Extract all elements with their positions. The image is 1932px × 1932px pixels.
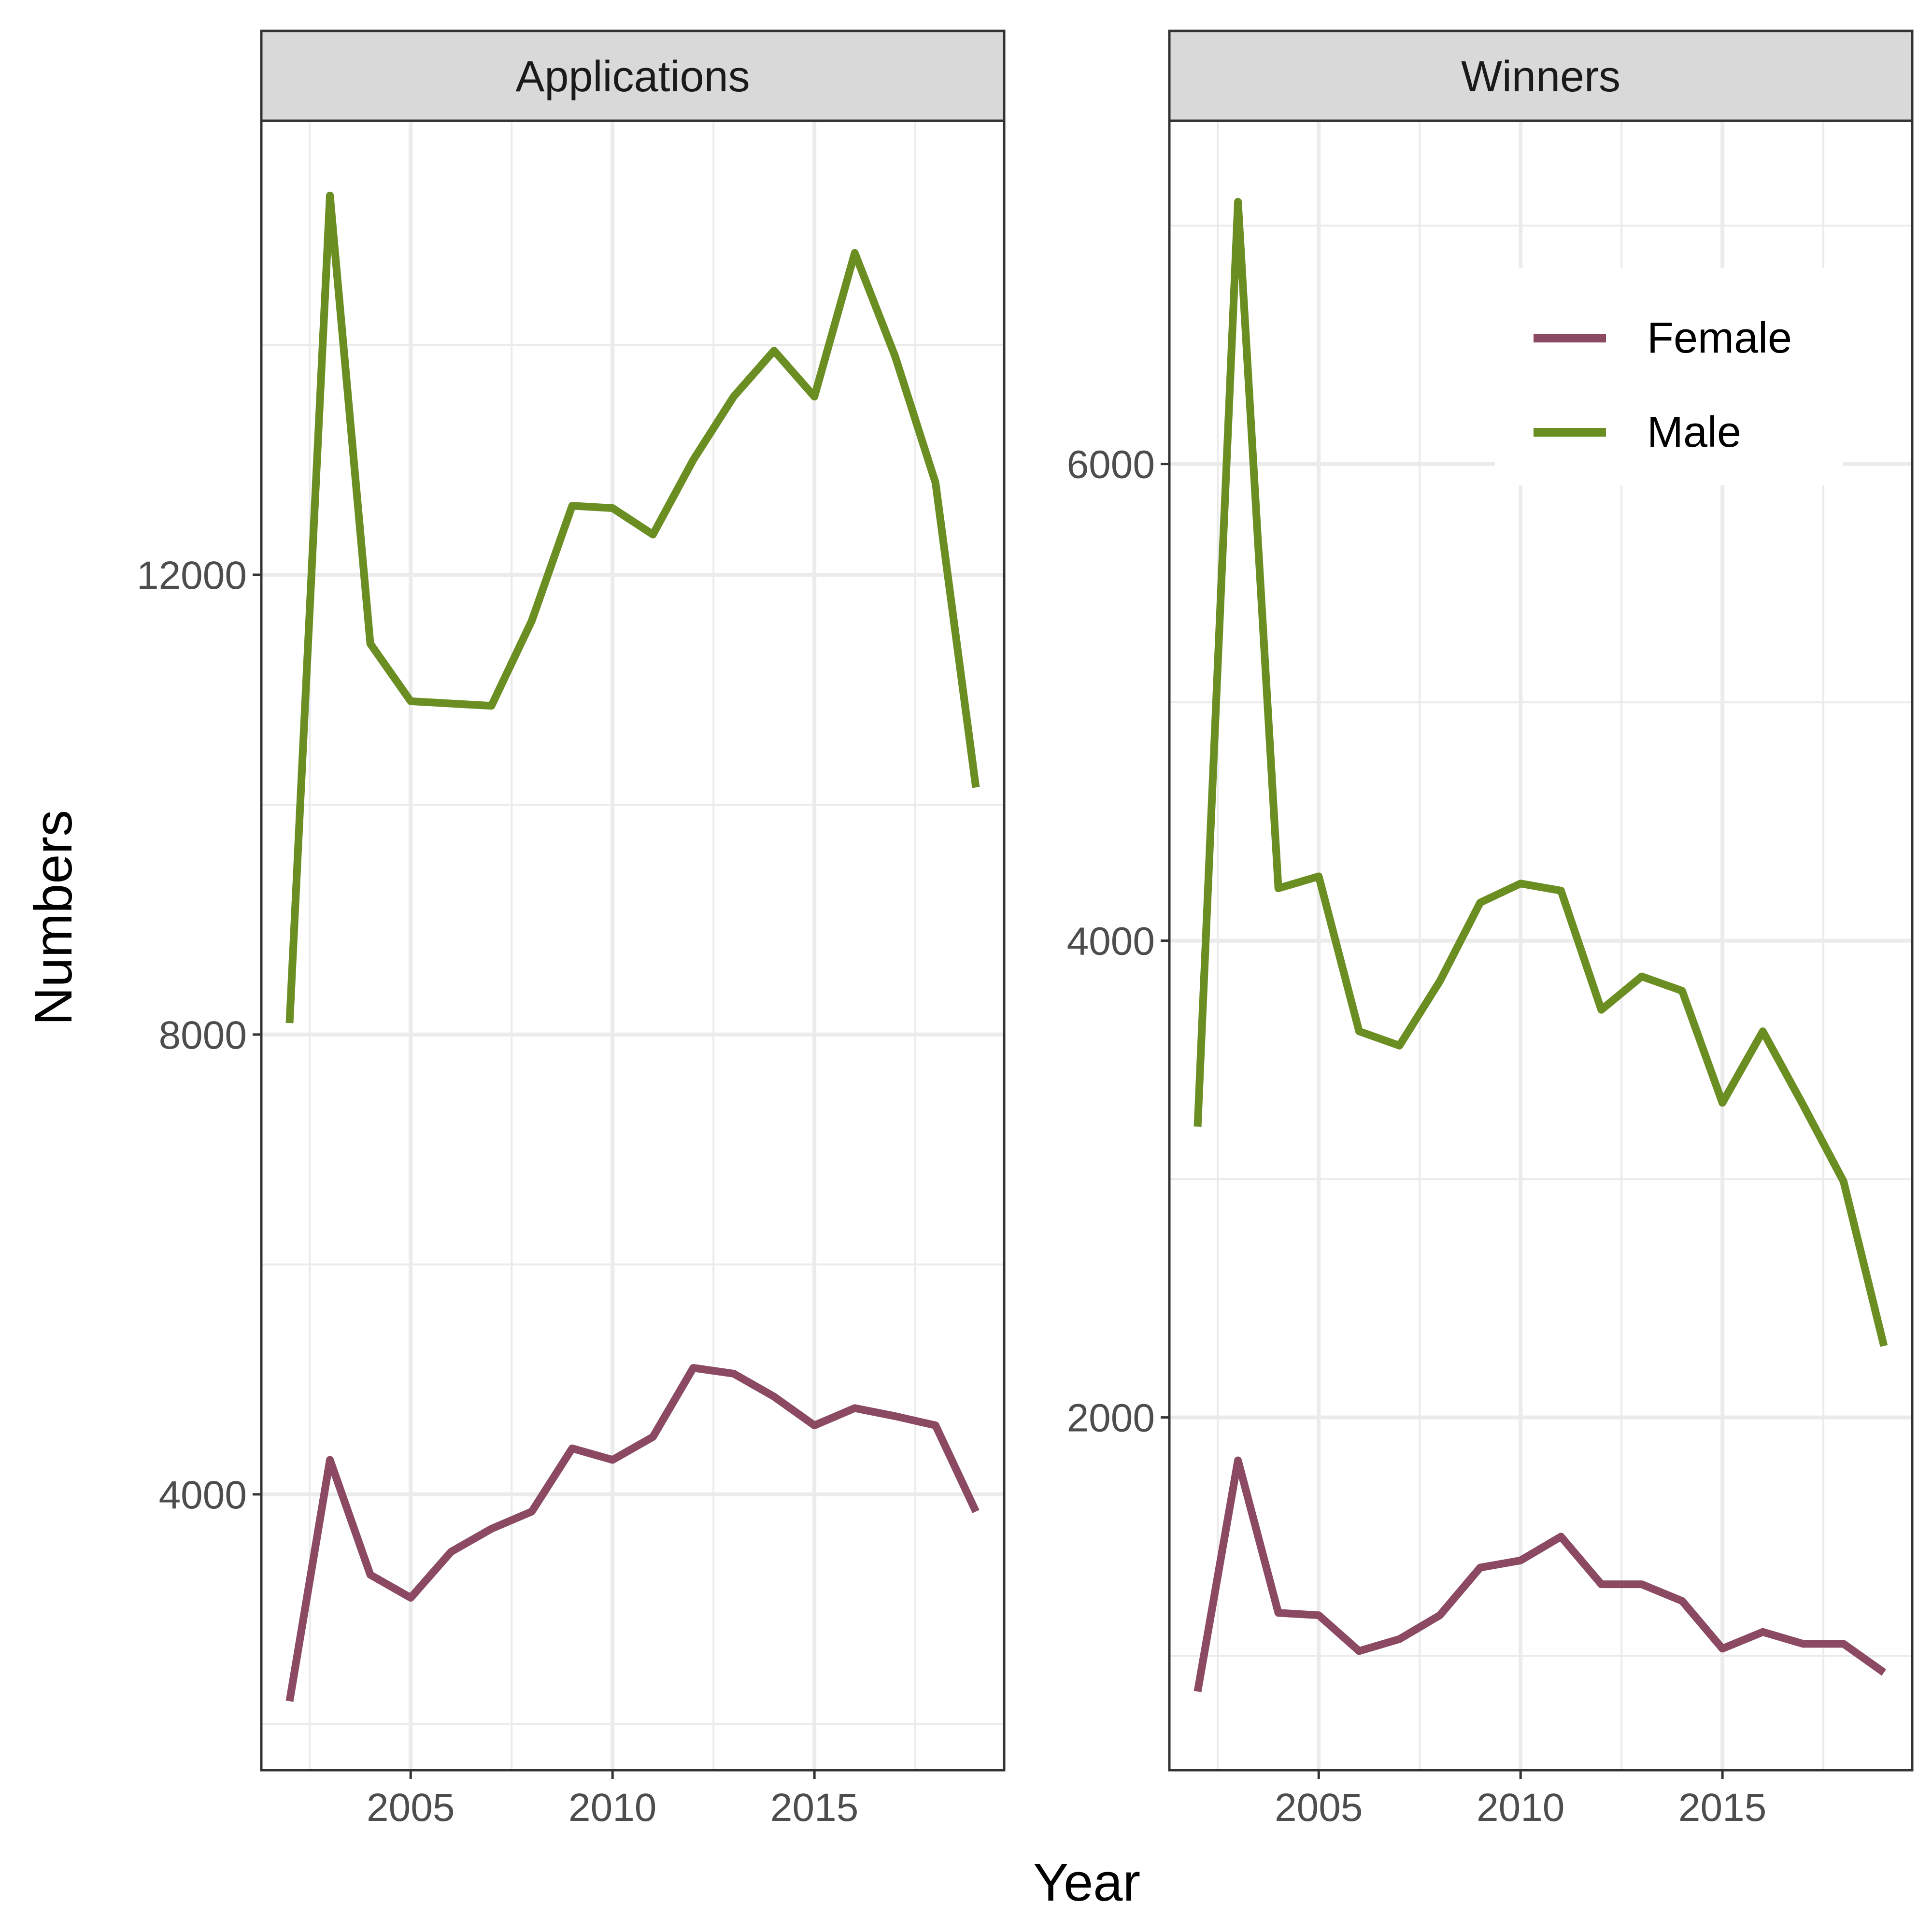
- panel-border: [260, 119, 1006, 1772]
- series-line-male: [285, 191, 980, 1023]
- series-line-female: [1193, 1456, 1887, 1692]
- x-tick-label: 2010: [1477, 1786, 1564, 1830]
- panel-winners: Winners 2000 4000 6000 2005 2010 2015: [1067, 29, 1914, 1830]
- facet-strip-label: Applications: [515, 53, 750, 101]
- x-tick-label: 2005: [1275, 1786, 1363, 1830]
- y-tick-label: 4000: [159, 1473, 247, 1517]
- x-tick-label: 2015: [770, 1786, 858, 1830]
- facet-strip: [260, 29, 1006, 122]
- facet-strip-label: Winners: [1461, 53, 1620, 101]
- y-tick-label: 12000: [137, 554, 247, 597]
- y-axis-title: Numbers: [24, 810, 83, 1025]
- y-tick-label: 8000: [159, 1013, 247, 1057]
- x-axis-title: Year: [1033, 1853, 1140, 1912]
- legend: Female Male: [1495, 268, 1843, 485]
- series-line-male: [1193, 198, 1888, 1347]
- facet-strip: [1168, 29, 1914, 122]
- legend-label-female: Female: [1647, 314, 1792, 362]
- series-line-female: [285, 1364, 980, 1702]
- y-tick-label: 6000: [1067, 443, 1155, 487]
- legend-background: [1495, 268, 1843, 485]
- x-tick-label: 2015: [1678, 1786, 1766, 1830]
- x-tick-label: 2005: [367, 1786, 455, 1830]
- y-tick-label: 4000: [1067, 920, 1155, 964]
- legend-label-male: Male: [1647, 408, 1741, 456]
- panel-applications: Applications 4000 8000 12000 2005 2010 2015: [137, 29, 1006, 1830]
- x-tick-label: 2010: [568, 1786, 656, 1830]
- y-tick-label: 2000: [1067, 1396, 1155, 1440]
